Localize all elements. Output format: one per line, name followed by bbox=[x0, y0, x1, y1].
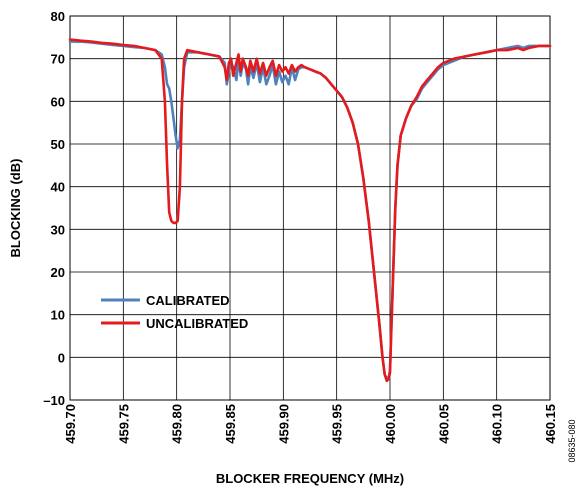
y-tick-label: 10 bbox=[51, 308, 65, 323]
figure-id-label: 08635-080 bbox=[567, 419, 577, 462]
legend: CALIBRATED UNCALIBRATED bbox=[101, 293, 248, 331]
series-line-uncalibrated bbox=[68, 38, 552, 383]
y-tick-label: 70 bbox=[51, 52, 65, 67]
x-tick-label: 460.15 bbox=[543, 404, 558, 444]
y-axis-label: BLOCKING (dB) bbox=[8, 159, 23, 258]
y-tick-labels: –10 0 10 20 30 40 50 60 70 80 bbox=[43, 9, 65, 408]
y-tick-label: –10 bbox=[43, 393, 65, 408]
legend-label-calibrated: CALIBRATED bbox=[146, 293, 230, 308]
y-tick-label: 50 bbox=[51, 137, 65, 152]
legend-label-uncalibrated: UNCALIBRATED bbox=[146, 316, 248, 331]
y-tick-label: 0 bbox=[58, 350, 65, 365]
grid-lines bbox=[69, 15, 551, 401]
plot-area-border bbox=[69, 15, 551, 401]
series-lines bbox=[68, 38, 552, 383]
x-tick-label: 459.75 bbox=[116, 404, 131, 444]
x-tick-label: 459.70 bbox=[63, 404, 78, 444]
plot-frame bbox=[69, 15, 551, 401]
y-tick-label: 40 bbox=[51, 180, 65, 195]
x-tick-label: 460.00 bbox=[383, 404, 398, 444]
y-tick-label: 60 bbox=[51, 94, 65, 109]
x-tick-label: 459.95 bbox=[330, 404, 345, 444]
x-tick-label: 459.85 bbox=[223, 404, 238, 444]
y-tick-label: 20 bbox=[51, 265, 65, 280]
x-tick-label: 459.90 bbox=[276, 404, 291, 444]
y-tick-label: 30 bbox=[51, 222, 65, 237]
x-tick-label: 460.10 bbox=[490, 404, 505, 444]
x-tick-label: 460.05 bbox=[436, 404, 451, 444]
x-tick-label: 459.80 bbox=[170, 404, 185, 444]
x-axis-label: BLOCKER FREQUENCY (MHz) bbox=[216, 471, 404, 486]
x-tick-labels: 459.70 459.75 459.80 459.85 459.90 459.95 460.… bbox=[63, 404, 558, 444]
series-line-calibrated bbox=[68, 40, 552, 381]
y-tick-label: 80 bbox=[51, 9, 65, 24]
